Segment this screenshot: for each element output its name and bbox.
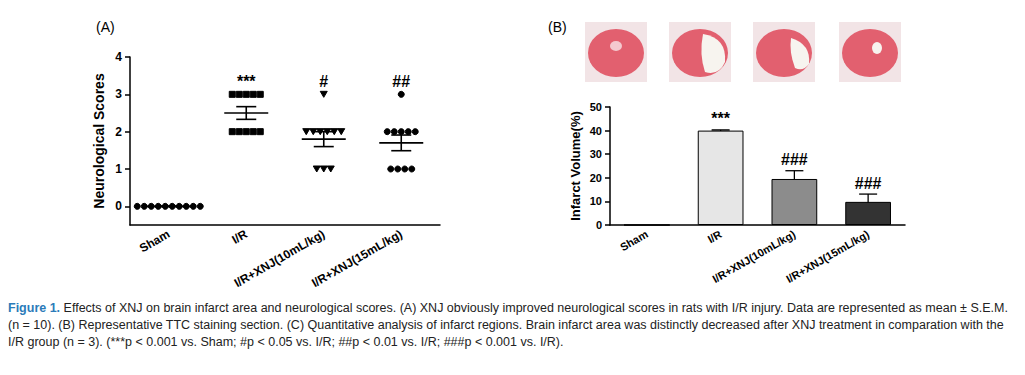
svg-text:I/R+XNJ(10mL/kg): I/R+XNJ(10mL/kg) [231, 226, 328, 291]
svg-text:50: 50 [590, 101, 602, 113]
svg-text:(B): (B) [548, 19, 567, 35]
svg-text:1: 1 [115, 162, 122, 176]
svg-text:Sham: Sham [618, 228, 650, 253]
svg-text:###: ### [855, 175, 882, 192]
html-text:Figure 1. Effects of XNJ on br: Figure 1. Effects of XNJ on brain infarc… [8, 301, 1008, 349]
svg-text:40: 40 [590, 125, 602, 137]
svg-text:I/R: I/R [229, 227, 250, 247]
svg-text:3: 3 [115, 87, 122, 101]
svg-text:Neurological Scores: Neurological Scores [91, 73, 107, 209]
svg-text:10: 10 [590, 195, 602, 207]
svg-text:#: # [319, 73, 328, 90]
svg-text:4: 4 [115, 50, 122, 64]
svg-text:Sham: Sham [137, 227, 172, 255]
svg-text:(A): (A) [96, 19, 115, 35]
svg-text:###: ### [781, 151, 808, 168]
svg-text:0: 0 [115, 199, 122, 213]
svg-text:2: 2 [115, 125, 122, 139]
svg-text:***: *** [237, 73, 256, 90]
svg-text:I/R+XNJ(15mL/kg): I/R+XNJ(15mL/kg) [309, 227, 405, 290]
svg-text:20: 20 [590, 172, 602, 184]
svg-text:I/R: I/R [705, 228, 723, 245]
svg-text:##: ## [392, 73, 410, 90]
svg-text:I/R+XNJ(15mL/kg): I/R+XNJ(15mL/kg) [784, 228, 871, 285]
svg-text:Infarct Volume(%): Infarct Volume(%) [568, 111, 583, 221]
svg-text:***: *** [711, 110, 730, 127]
svg-text:30: 30 [590, 148, 602, 160]
svg-text:I/R+XNJ(10mL/kg): I/R+XNJ(10mL/kg) [710, 227, 798, 285]
svg-text:0: 0 [596, 219, 602, 231]
